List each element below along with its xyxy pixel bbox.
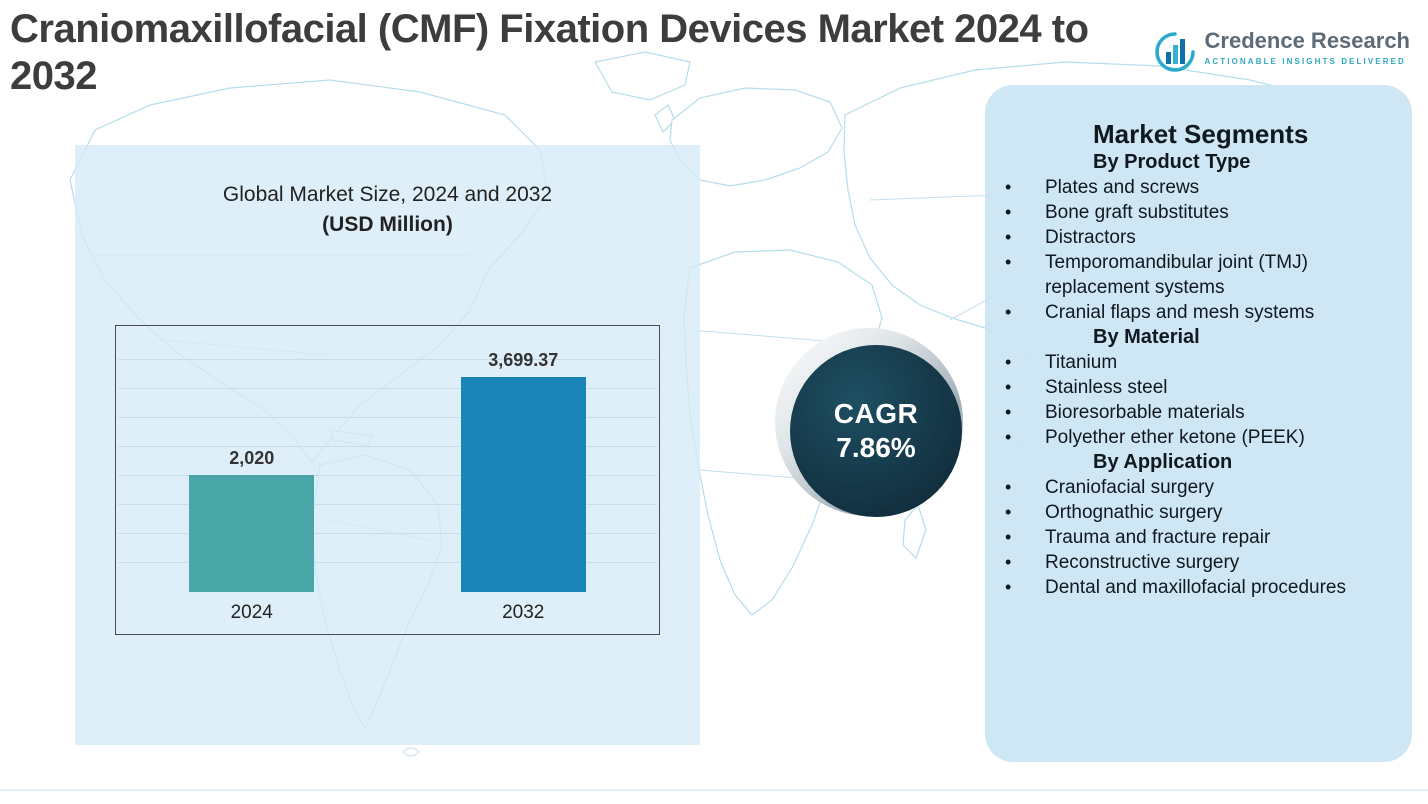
- cagr-circle: CAGR 7.86%: [790, 345, 962, 517]
- bullet-icon: •: [1005, 577, 1012, 597]
- segment-item: • Bone graft substitutes: [1005, 200, 1384, 225]
- segment-item: • Distractors: [1005, 225, 1384, 250]
- segment-item-label: Stainless steel: [1045, 377, 1168, 398]
- segment-item-label: Temporomandibular joint (TMJ) replacemen…: [1045, 252, 1308, 298]
- chart-title: Global Market Size, 2024 and 2032: [222, 183, 553, 206]
- segment-item: • Cranial flaps and mesh systems: [1005, 300, 1384, 325]
- segment-item: • Stainless steel: [1005, 375, 1384, 400]
- bullet-icon: •: [1005, 427, 1012, 447]
- bar-chart-plot-area: 2,020 2024 3,699.37 2032: [116, 326, 659, 634]
- bullet-icon: •: [1005, 302, 1012, 322]
- segment-item-label: Distractors: [1045, 227, 1136, 248]
- cagr-label: CAGR: [833, 398, 919, 429]
- market-segments-panel: Market Segments By Product Type • Plates a…: [985, 85, 1412, 762]
- bar-value-label: 3,699.37: [488, 350, 559, 371]
- gridline: [118, 417, 657, 418]
- segment-item: • Dental and maxillofacial procedures: [1005, 575, 1384, 600]
- segment-item: • Bioresorbable materials: [1005, 400, 1384, 425]
- bullet-icon: •: [1005, 202, 1012, 222]
- brand-logo: Credence Research Actionable Insights De…: [1153, 30, 1410, 74]
- gridline: [118, 446, 657, 447]
- segments-title: Market Segments: [1093, 119, 1309, 149]
- x-axis-tick-label: 2032: [502, 602, 545, 623]
- page-title: Craniomaxillofacial (CMF) Fixation Devic…: [10, 7, 1089, 99]
- gridline: [118, 388, 657, 389]
- market-size-panel: Global Market Size, 2024 and 2032 (USD M…: [75, 145, 700, 745]
- bullet-icon: •: [1005, 252, 1012, 272]
- segment-item: • Polyether ether ketone (PEEK): [1005, 425, 1384, 450]
- bar-chart: 2,020 2024 3,699.37 2032: [115, 325, 660, 635]
- segment-item-label: Craniofacial surgery: [1045, 477, 1214, 498]
- gridline: [118, 562, 657, 563]
- bar-2032: [460, 377, 586, 592]
- gridline: [118, 475, 657, 476]
- segment-item: • Trauma and fracture repair: [1005, 525, 1384, 550]
- segment-item: • Plates and screws: [1005, 175, 1384, 200]
- gridline: [118, 359, 657, 360]
- segment-item-label: Polyether ether ketone (PEEK): [1045, 427, 1305, 448]
- bullet-icon: •: [1005, 227, 1012, 247]
- segment-item-label: Cranial flaps and mesh systems: [1045, 302, 1315, 323]
- segment-item: • Titanium: [1005, 350, 1384, 375]
- segment-item-label: Bone graft substitutes: [1045, 202, 1229, 223]
- gridline: [118, 533, 657, 534]
- bar-2024: [189, 474, 315, 592]
- segment-item: • Orthognathic surgery: [1005, 500, 1384, 525]
- cagr-value: 7.86%: [836, 432, 916, 463]
- bar-value-label: 2,020: [229, 447, 275, 468]
- segment-group-heading: By Material: [1093, 326, 1200, 348]
- bullet-icon: •: [1005, 552, 1012, 572]
- segment-group-heading: By Application: [1093, 451, 1233, 473]
- bullet-icon: •: [1005, 352, 1012, 372]
- bullet-icon: •: [1005, 177, 1012, 197]
- segment-item-label: Dental and maxillofacial procedures: [1045, 577, 1346, 598]
- segment-item-label: Orthognathic surgery: [1045, 502, 1223, 523]
- bullet-icon: •: [1005, 527, 1012, 547]
- segment-item-label: Trauma and fracture repair: [1045, 527, 1271, 548]
- cagr-badge: CAGR 7.86%: [775, 328, 975, 528]
- bullet-icon: •: [1005, 402, 1012, 422]
- segment-item: • Reconstructive surgery: [1005, 550, 1384, 575]
- bullet-icon: •: [1005, 477, 1012, 497]
- segment-item-label: Plates and screws: [1045, 177, 1200, 198]
- segment-item: • Craniofacial surgery: [1005, 475, 1384, 500]
- segments-groups: By Product Type • Plates and screws • Bone g…: [1005, 150, 1384, 600]
- segment-item: • Temporomandibular joint (TMJ) replaceme…: [1005, 250, 1384, 300]
- bullet-icon: •: [1005, 377, 1012, 397]
- segment-group-heading: By Product Type: [1093, 151, 1251, 173]
- segment-item-label: Reconstructive surgery: [1045, 552, 1240, 573]
- logo-name: Credence Research: [1204, 28, 1410, 53]
- logo-tagline: Actionable Insights Delivered: [1204, 57, 1406, 66]
- x-axis-tick-label: 2024: [230, 602, 273, 623]
- segment-item-label: Bioresorbable materials: [1045, 402, 1245, 423]
- bullet-icon: •: [1005, 502, 1012, 522]
- gridline: [118, 504, 657, 505]
- chart-subtitle: (USD Million): [322, 213, 453, 236]
- logo-chart-icon: [1154, 32, 1195, 72]
- segment-item-label: Titanium: [1045, 352, 1118, 373]
